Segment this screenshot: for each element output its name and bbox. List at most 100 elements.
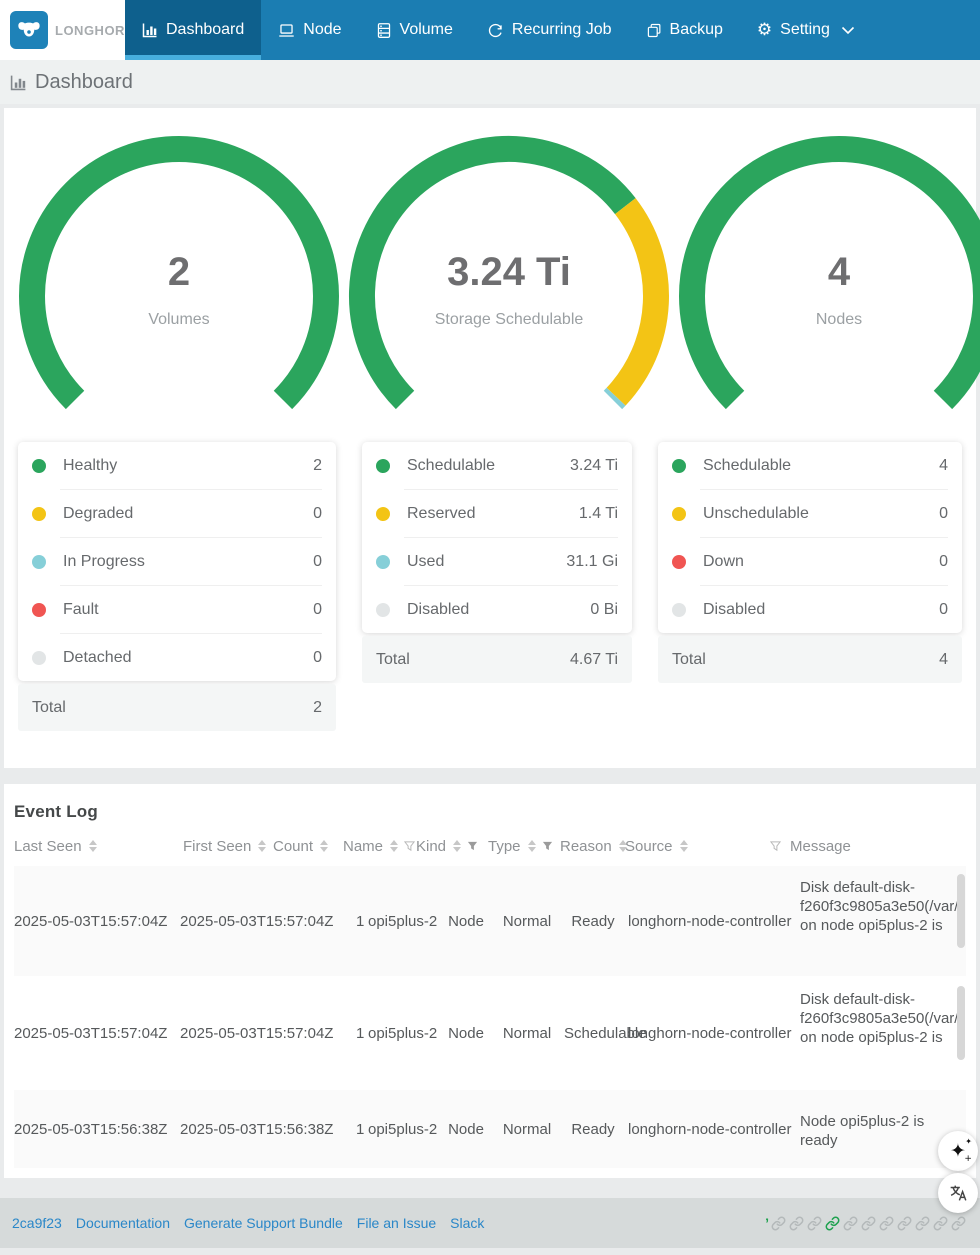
healthy-dot <box>32 458 46 473</box>
dashboard-icon <box>142 23 157 38</box>
schedulable-dot <box>672 458 686 473</box>
file-issue-link[interactable]: File an Issue <box>356 1215 437 1231</box>
filter-icon-active[interactable] <box>467 841 478 852</box>
link-icon <box>879 1216 894 1230</box>
sort-icon <box>453 840 462 852</box>
dashboard-summary-card: 2 Volumes 3.24 Ti Storage Schedulable 4 … <box>4 108 980 768</box>
nodes-legend: Schedulable 4 Unschedulable 0 Down 0 <box>658 442 962 731</box>
column-header-source[interactable]: Source <box>625 838 770 855</box>
cell-last-seen: 2025-05-03T15:56:38Z <box>14 1120 168 1138</box>
translate-fab-button[interactable] <box>938 1173 978 1213</box>
storage-legend: Schedulable 3.24 Ti Reserved 1.4 Ti Used… <box>362 442 632 731</box>
cell-name: opi5plus-2 <box>368 1024 438 1042</box>
volumes-total-row: Total 2 <box>18 684 336 731</box>
filter-icon-active[interactable] <box>542 841 553 852</box>
fault-dot <box>32 602 46 617</box>
cell-kind: Node <box>448 912 484 930</box>
backup-icon <box>647 23 660 37</box>
schedulable-dot <box>376 458 390 473</box>
event-log-header: Last Seen First Seen Count Name Kind Ty <box>14 828 966 864</box>
sort-icon <box>527 840 536 852</box>
cell-message: Disk default-disk-f260f3c9805a3e50(/var/… <box>796 978 966 1088</box>
sparkle-fab-button[interactable]: ✦ ✦ + <box>938 1131 978 1171</box>
link-icon <box>933 1216 948 1230</box>
volumes-gauge: 2 Volumes <box>14 134 344 434</box>
volumes-count: 2 <box>167 250 191 294</box>
disabled-dot <box>376 602 390 617</box>
node-icon <box>279 23 295 37</box>
nav-label: Node <box>303 21 342 38</box>
nodes-gauge-label: Nodes <box>815 311 863 328</box>
sort-icon <box>320 840 329 852</box>
cell-source: longhorn-node-controller <box>628 912 792 930</box>
reserved-dot <box>376 506 390 521</box>
storage-schedulable-value: 3.24 Ti <box>447 250 571 294</box>
documentation-link[interactable]: Documentation <box>75 1215 170 1231</box>
footer: 2ca9f23 Documentation Generate Support B… <box>0 1198 980 1248</box>
in-progress-dot <box>32 554 46 569</box>
link-icon <box>897 1216 912 1230</box>
legend-row-healthy: Healthy 2 <box>32 442 322 489</box>
support-bundle-link[interactable]: Generate Support Bundle <box>184 1215 343 1231</box>
link-icon <box>843 1216 858 1230</box>
column-header-kind[interactable]: Kind <box>416 838 488 855</box>
message-scrollbar[interactable] <box>957 874 965 948</box>
column-header-type[interactable]: Type <box>488 838 560 855</box>
message-scrollbar[interactable] <box>957 986 965 1060</box>
event-log-title: Event Log <box>14 802 98 821</box>
column-header-last-seen[interactable]: Last Seen <box>14 838 183 855</box>
chevron-down-icon <box>841 26 855 34</box>
column-header-first-seen[interactable]: First Seen <box>183 838 273 855</box>
cell-count: 1 <box>356 1024 365 1042</box>
volume-icon <box>377 22 390 38</box>
footer-tick: ’ <box>765 1215 769 1231</box>
column-header-count[interactable]: Count <box>273 838 343 855</box>
legend-row-reserved: Reserved 1.4 Ti <box>376 490 618 537</box>
nav-label: Setting <box>780 21 830 38</box>
version-link[interactable]: 2ca9f23 <box>12 1215 62 1231</box>
unschedulable-dot <box>672 506 686 521</box>
top-navbar: LONGHORN Dashboard Node <box>0 0 980 60</box>
table-row: 2025-05-03T15:56:38Z 2025-05-03T15:56:38… <box>14 1088 966 1168</box>
breadcrumb: Dashboard <box>0 60 980 108</box>
legend-row-in-progress: In Progress 0 <box>32 538 322 585</box>
column-header-message[interactable]: Message <box>770 838 966 855</box>
cell-first-seen: 2025-05-03T15:56:38Z <box>180 1120 334 1138</box>
nav-item-node[interactable]: Node <box>261 0 358 60</box>
nav-item-dashboard[interactable]: Dashboard <box>125 0 262 60</box>
longhorn-logo[interactable]: LONGHORN <box>0 0 134 60</box>
legend-row-disabled-storage: Disabled 0 Bi <box>376 586 618 633</box>
recurring-job-icon <box>488 23 502 37</box>
nav-chevron[interactable] <box>841 0 869 60</box>
legend-row-node-disabled: Disabled 0 <box>672 586 948 633</box>
cell-name: opi5plus-2 <box>368 1120 438 1138</box>
column-header-reason[interactable]: Reason <box>560 838 627 855</box>
nav-item-volume[interactable]: Volume <box>359 0 470 60</box>
cell-first-seen: 2025-05-03T15:57:04Z <box>180 912 334 930</box>
cell-count: 1 <box>356 912 365 930</box>
link-icon <box>807 1216 822 1230</box>
used-dot <box>376 554 390 569</box>
legend-row-fault: Fault 0 <box>32 586 322 633</box>
slack-link[interactable]: Slack <box>450 1215 485 1231</box>
gauges-row: 2 Volumes 3.24 Ti Storage Schedulable 4 … <box>14 134 980 434</box>
legend-row-unschedulable: Unschedulable 0 <box>672 490 948 537</box>
nodes-count: 4 <box>827 250 851 294</box>
cell-kind: Node <box>448 1024 484 1042</box>
nav-label: Volume <box>399 21 453 38</box>
legend-row-used: Used 31.1 Gi <box>376 538 618 585</box>
cell-type: Normal <box>502 1024 552 1042</box>
cell-reason: Schedulable <box>564 1024 647 1042</box>
nav-item-setting[interactable]: ⚙ Setting <box>740 0 847 60</box>
column-header-name[interactable]: Name <box>343 838 416 855</box>
link-icon <box>951 1216 966 1230</box>
nav-menu: Dashboard Node Volume Recurri <box>125 0 869 60</box>
nav-item-backup[interactable]: Backup <box>629 0 740 60</box>
cell-last-seen: 2025-05-03T15:57:04Z <box>14 1024 168 1042</box>
volumes-gauge-label: Volumes <box>148 311 210 328</box>
page-title: Dashboard <box>35 70 133 93</box>
filter-icon[interactable] <box>770 840 781 852</box>
nav-item-recurring-job[interactable]: Recurring Job <box>470 0 629 60</box>
filter-icon[interactable] <box>404 840 416 852</box>
legends-row: Healthy 2 Degraded 0 In Progress 0 <box>14 434 966 731</box>
